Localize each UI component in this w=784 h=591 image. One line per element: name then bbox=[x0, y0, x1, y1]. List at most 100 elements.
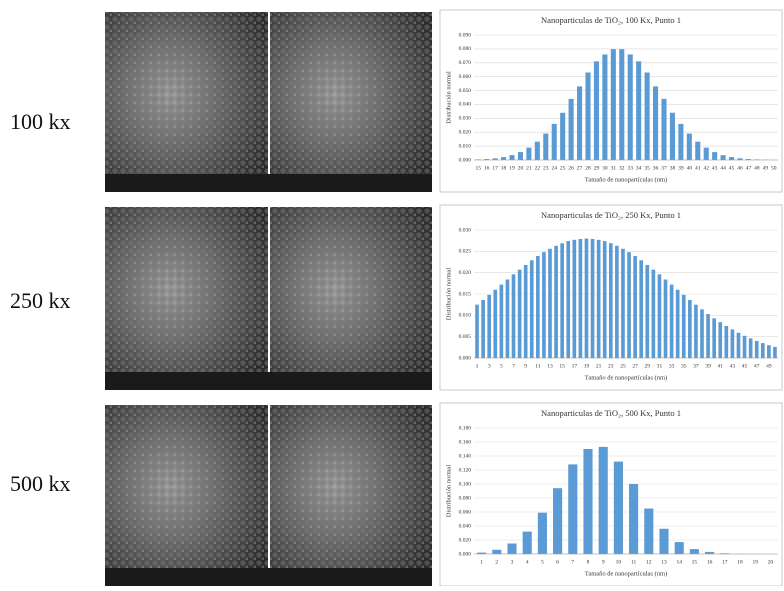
bar bbox=[536, 256, 540, 358]
y-tick-label: 0.180 bbox=[459, 425, 472, 431]
x-tick-label: 40 bbox=[687, 165, 693, 171]
x-tick-label: 1 bbox=[480, 559, 483, 565]
y-tick-label: 0.000 bbox=[459, 551, 472, 557]
x-tick-label: 47 bbox=[746, 165, 752, 171]
bar bbox=[670, 285, 674, 358]
x-tick-label: 46 bbox=[737, 165, 743, 171]
x-tick-label: 20 bbox=[768, 559, 774, 565]
x-tick-label: 29 bbox=[594, 165, 600, 171]
bar bbox=[594, 61, 599, 160]
x-tick-label: 35 bbox=[644, 165, 650, 171]
x-tick-label: 42 bbox=[703, 165, 709, 171]
bar bbox=[645, 73, 650, 161]
bar bbox=[577, 86, 582, 160]
y-tick-label: 0.060 bbox=[459, 509, 472, 515]
x-tick-label: 38 bbox=[670, 165, 676, 171]
bar bbox=[690, 549, 699, 554]
x-tick-label: 50 bbox=[771, 165, 777, 171]
bar bbox=[569, 99, 574, 160]
x-tick-label: 22 bbox=[535, 165, 541, 171]
y-tick-label: 0.000 bbox=[459, 157, 472, 163]
x-tick-label: 11 bbox=[535, 363, 541, 369]
bar bbox=[676, 290, 680, 358]
y-tick-label: 0.080 bbox=[459, 495, 472, 501]
y-tick-label: 0.060 bbox=[459, 74, 472, 80]
x-tick-label: 1 bbox=[476, 363, 479, 369]
chart-frame bbox=[440, 403, 782, 586]
x-tick-label: 13 bbox=[661, 559, 667, 565]
x-tick-label: 45 bbox=[729, 165, 735, 171]
x-tick-label: 3 bbox=[488, 363, 491, 369]
bar bbox=[585, 73, 590, 161]
bar bbox=[645, 265, 649, 358]
bar bbox=[712, 318, 716, 358]
y-axis-label: Distribución normal bbox=[445, 71, 452, 124]
x-tick-label: 39 bbox=[705, 363, 711, 369]
bar bbox=[568, 464, 577, 554]
x-tick-label: 15 bbox=[559, 363, 565, 369]
bar bbox=[500, 285, 504, 358]
y-tick-label: 0.030 bbox=[459, 227, 472, 233]
y-tick-label: 0.000 bbox=[459, 355, 472, 361]
x-tick-label: 33 bbox=[669, 363, 675, 369]
x-tick-label: 16 bbox=[484, 165, 490, 171]
x-tick-label: 33 bbox=[627, 165, 633, 171]
bar bbox=[731, 329, 735, 358]
bar bbox=[664, 279, 668, 358]
bar bbox=[704, 148, 709, 160]
bar bbox=[718, 322, 722, 358]
row-label: 500 kx bbox=[10, 471, 71, 496]
bar bbox=[512, 274, 516, 358]
x-tick-label: 8 bbox=[587, 559, 590, 565]
x-tick-label: 37 bbox=[661, 165, 667, 171]
bar bbox=[614, 462, 623, 554]
x-tick-label: 17 bbox=[492, 165, 498, 171]
bar bbox=[724, 326, 728, 358]
bar bbox=[695, 142, 700, 160]
bar bbox=[628, 54, 633, 160]
x-tick-label: 29 bbox=[645, 363, 651, 369]
bar bbox=[518, 152, 523, 160]
x-tick-label: 18 bbox=[501, 165, 507, 171]
bar bbox=[773, 347, 777, 358]
x-tick-label: 21 bbox=[526, 165, 532, 171]
bar bbox=[767, 345, 771, 358]
bar bbox=[554, 246, 558, 358]
y-tick-label: 0.160 bbox=[459, 439, 472, 445]
x-tick-label: 23 bbox=[608, 363, 614, 369]
x-axis-label: Tamaño de nanopartículas (nm) bbox=[585, 374, 667, 381]
x-tick-label: 48 bbox=[754, 165, 760, 171]
x-axis-label: Tamaño de nanopartículas (nm) bbox=[585, 570, 667, 577]
y-axis-label: Distribución normal bbox=[445, 268, 452, 321]
x-tick-label: 44 bbox=[720, 165, 726, 171]
bar bbox=[583, 449, 592, 554]
y-tick-label: 0.120 bbox=[459, 467, 472, 473]
bar bbox=[621, 249, 625, 358]
bar bbox=[706, 314, 710, 358]
y-tick-label: 0.010 bbox=[459, 143, 472, 149]
x-tick-label: 45 bbox=[742, 363, 748, 369]
bar bbox=[670, 113, 675, 160]
y-tick-label: 0.025 bbox=[459, 249, 472, 255]
bar bbox=[526, 148, 531, 160]
bar bbox=[530, 260, 534, 358]
x-tick-label: 43 bbox=[712, 165, 718, 171]
x-tick-label: 5 bbox=[500, 363, 503, 369]
y-tick-label: 0.030 bbox=[459, 116, 472, 122]
bar bbox=[585, 239, 589, 358]
x-tick-label: 31 bbox=[657, 363, 663, 369]
x-tick-label: 32 bbox=[619, 165, 625, 171]
bar bbox=[524, 265, 528, 358]
bar bbox=[603, 241, 607, 358]
sem-images bbox=[105, 12, 432, 586]
bar bbox=[678, 124, 683, 160]
x-tick-label: 4 bbox=[526, 559, 529, 565]
bar bbox=[729, 157, 734, 160]
x-tick-label: 30 bbox=[602, 165, 608, 171]
x-tick-label: 27 bbox=[577, 165, 583, 171]
bar bbox=[535, 142, 540, 160]
bar bbox=[475, 305, 479, 358]
bar bbox=[629, 484, 638, 554]
bar bbox=[553, 488, 562, 554]
